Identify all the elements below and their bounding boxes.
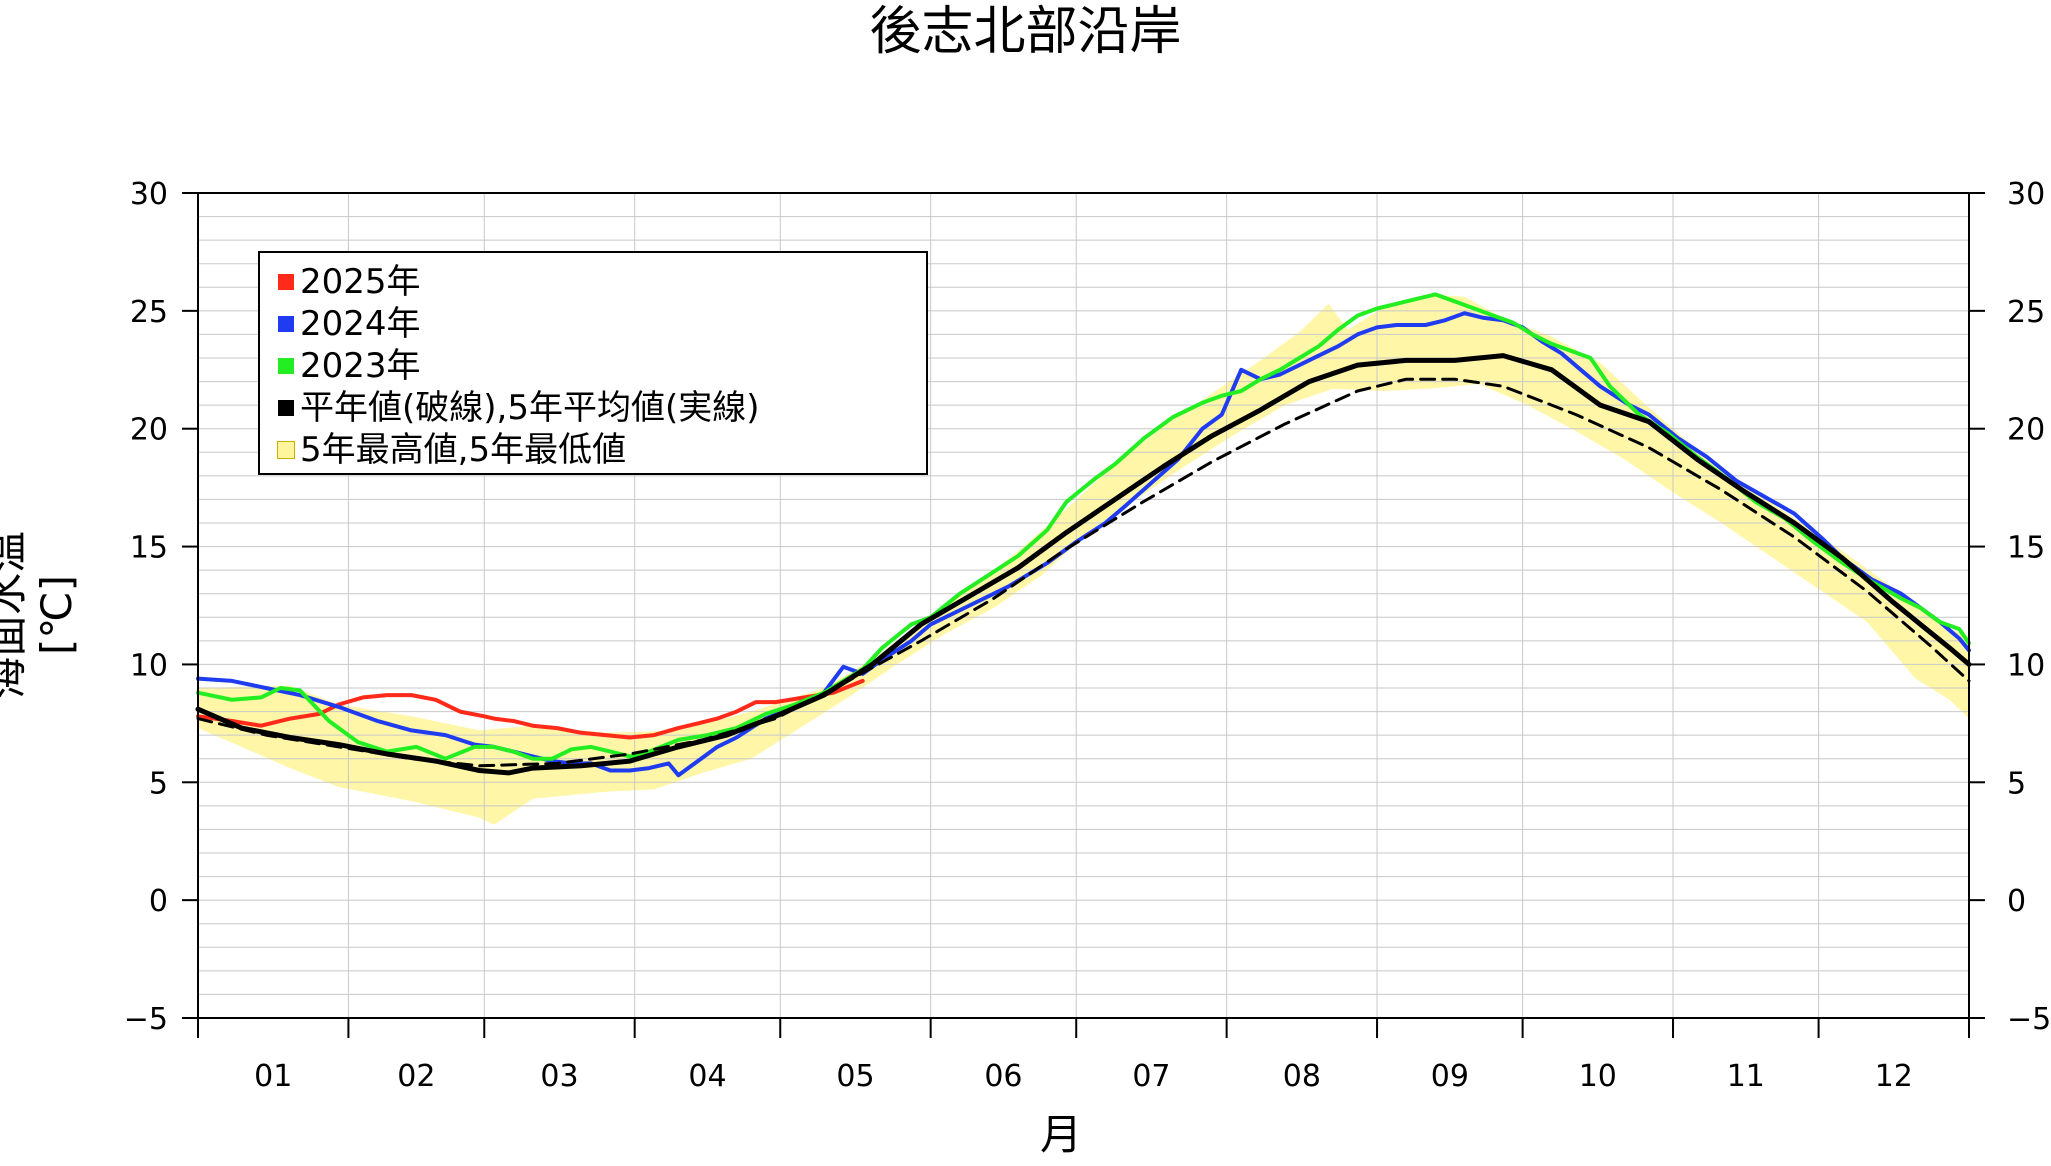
x-tick-label: 05 bbox=[836, 1059, 874, 1094]
y-tick-label-left: 0 bbox=[149, 884, 168, 919]
y-tick-label-right: 5 bbox=[2007, 766, 2026, 801]
series-normal-line bbox=[196, 377, 1971, 768]
y-axis-label: 海面水温[℃] bbox=[0, 531, 81, 700]
legend-label-avg: 5年平均値(実線) bbox=[507, 388, 760, 428]
y-tick-label-right: 10 bbox=[2007, 648, 2045, 683]
x-tick-label: 01 bbox=[254, 1059, 292, 1094]
x-tick-label: 07 bbox=[1132, 1059, 1170, 1094]
legend-item-normal-avg: 平年値(破線),5年平均値(実線) bbox=[278, 387, 760, 429]
plot-frame bbox=[197, 192, 1970, 1019]
legend: 2025年 2024年 2023年 平年値(破線),5年平均値(実線) 5年最高… bbox=[258, 251, 928, 475]
y-tick-label-left: 25 bbox=[130, 295, 168, 330]
series-layer bbox=[195, 292, 1972, 778]
legend-swatch-2023 bbox=[278, 357, 294, 374]
y-tick-label-left: −5 bbox=[124, 1002, 168, 1037]
legend-item-2025: 2025年 bbox=[278, 261, 421, 303]
x-tick-label: 11 bbox=[1727, 1059, 1765, 1094]
y-tick-label-left: 15 bbox=[130, 531, 168, 566]
series-2025-line bbox=[196, 678, 865, 740]
legend-label-band: 5年最高値,5年最低値 bbox=[300, 430, 627, 470]
x-tick-label: 09 bbox=[1431, 1059, 1469, 1094]
y-tick-label-left: 10 bbox=[130, 648, 168, 683]
legend-label-2025: 2025年 bbox=[300, 262, 421, 302]
legend-label-2024: 2024年 bbox=[300, 304, 421, 344]
y-tick-label-left: 30 bbox=[130, 177, 168, 212]
legend-label-normal: 平年値(破線) bbox=[300, 388, 497, 428]
x-tick-label: 06 bbox=[984, 1059, 1022, 1094]
y-tick-label-right: 30 bbox=[2007, 177, 2045, 212]
y-tick-label-right: −5 bbox=[2007, 1002, 2051, 1037]
y-tick-label-right: 0 bbox=[2007, 884, 2026, 919]
x-tick-label: 12 bbox=[1875, 1059, 1913, 1094]
series-avg-line bbox=[195, 353, 1972, 776]
legend-item-band: 5年最高値,5年最低値 bbox=[277, 429, 627, 471]
x-tick-label: 08 bbox=[1283, 1059, 1321, 1094]
chart-title: 後志北部沿岸 bbox=[869, 2, 1182, 62]
y-tick-label-right: 15 bbox=[2007, 531, 2045, 566]
x-tick-label: 02 bbox=[397, 1059, 435, 1094]
x-tick-label: 10 bbox=[1579, 1059, 1617, 1094]
y-tick-label-right: 25 bbox=[2007, 295, 2045, 330]
y-tick-label-left: 5 bbox=[149, 766, 168, 801]
band-layer bbox=[198, 294, 1969, 825]
x-tick-label: 04 bbox=[688, 1059, 726, 1094]
y-tick-label-left: 20 bbox=[130, 413, 168, 448]
legend-swatch-2024 bbox=[278, 315, 294, 332]
legend-swatch-2025 bbox=[278, 273, 294, 290]
legend-item-2023: 2023年 bbox=[278, 345, 421, 387]
legend-swatch-band bbox=[277, 440, 295, 459]
band-area bbox=[198, 294, 1969, 825]
y-tick-label-right: 20 bbox=[2007, 413, 2045, 448]
legend-swatch-normal bbox=[278, 399, 294, 416]
x-axis-label: 月 bbox=[1040, 1110, 1083, 1159]
x-tick-label: 03 bbox=[540, 1059, 578, 1094]
legend-label-2023: 2023年 bbox=[300, 346, 421, 386]
legend-item-2024: 2024年 bbox=[278, 303, 421, 345]
grid-layer bbox=[198, 193, 1969, 1018]
